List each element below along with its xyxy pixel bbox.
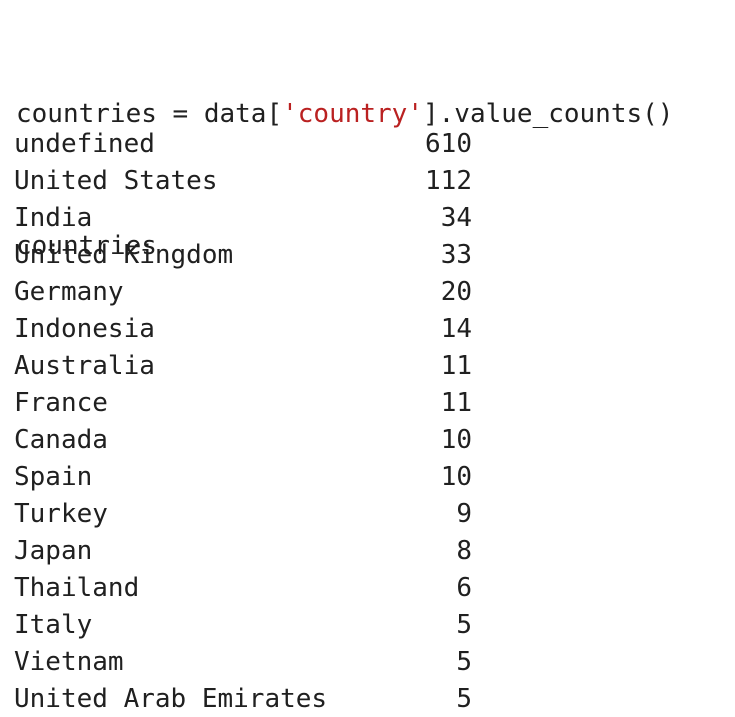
country-count: 10 bbox=[440, 461, 472, 492]
country-count: 9 bbox=[456, 498, 472, 529]
country-label: Canada bbox=[14, 424, 108, 455]
country-count: 11 bbox=[440, 387, 472, 418]
output-row: France 11 bbox=[14, 384, 484, 421]
output-row: Thailand 6 bbox=[14, 569, 484, 606]
code-cell-input[interactable]: countries = data['country'].value_counts… bbox=[16, 4, 673, 356]
country-label: Italy bbox=[14, 609, 93, 640]
code-text: ].value_counts() bbox=[423, 99, 674, 129]
output-row: Italy 5 bbox=[14, 606, 484, 643]
cell-output: undefined 610 United States 112 India 34… bbox=[14, 125, 484, 717]
country-label: United States bbox=[14, 165, 218, 196]
country-label: Germany bbox=[14, 276, 124, 307]
country-count: 34 bbox=[440, 202, 472, 233]
output-row: Vietnam 5 bbox=[14, 643, 484, 680]
country-label: Spain bbox=[14, 461, 93, 492]
output-row: Germany 20 bbox=[14, 273, 484, 310]
country-count: 112 bbox=[425, 165, 472, 196]
output-row: Indonesia 14 bbox=[14, 310, 484, 347]
country-count: 5 bbox=[456, 609, 472, 640]
country-label: undefined bbox=[14, 128, 155, 159]
output-row: United Arab Emirates 5 bbox=[14, 680, 484, 717]
output-row: United States 112 bbox=[14, 162, 484, 199]
country-label: Vietnam bbox=[14, 646, 124, 677]
country-count: 8 bbox=[456, 535, 472, 566]
country-count: 20 bbox=[440, 276, 472, 307]
code-text: countries = data[ bbox=[16, 99, 283, 129]
output-row: Australia 11 bbox=[14, 347, 484, 384]
country-count: 5 bbox=[456, 646, 472, 677]
country-count: 610 bbox=[425, 128, 472, 159]
country-count: 11 bbox=[440, 350, 472, 381]
country-count: 33 bbox=[440, 239, 472, 270]
output-row: India 34 bbox=[14, 199, 484, 236]
output-row: Spain 10 bbox=[14, 458, 484, 495]
code-line: countries bbox=[16, 224, 673, 268]
country-label: United Arab Emirates bbox=[14, 683, 328, 714]
output-row: United Kingdom 33 bbox=[14, 236, 484, 273]
country-label: Australia bbox=[14, 350, 155, 381]
output-row: Turkey 9 bbox=[14, 495, 484, 532]
country-count: 10 bbox=[440, 424, 472, 455]
country-count: 14 bbox=[440, 313, 472, 344]
code-string-literal: 'country' bbox=[282, 99, 423, 129]
output-row: undefined 610 bbox=[14, 125, 484, 162]
code-line: countries = data['country'].value_counts… bbox=[16, 92, 673, 136]
country-label: Turkey bbox=[14, 498, 108, 529]
country-label: Thailand bbox=[14, 572, 140, 603]
code-text: countries bbox=[16, 231, 157, 261]
country-count: 5 bbox=[456, 683, 472, 714]
output-row: Canada 10 bbox=[14, 421, 484, 458]
country-label: Japan bbox=[14, 535, 93, 566]
country-label: Indonesia bbox=[14, 313, 155, 344]
country-count: 6 bbox=[456, 572, 472, 603]
country-label: France bbox=[14, 387, 108, 418]
country-label: United Kingdom bbox=[14, 239, 234, 270]
output-row: Japan 8 bbox=[14, 532, 484, 569]
country-label: India bbox=[14, 202, 93, 233]
